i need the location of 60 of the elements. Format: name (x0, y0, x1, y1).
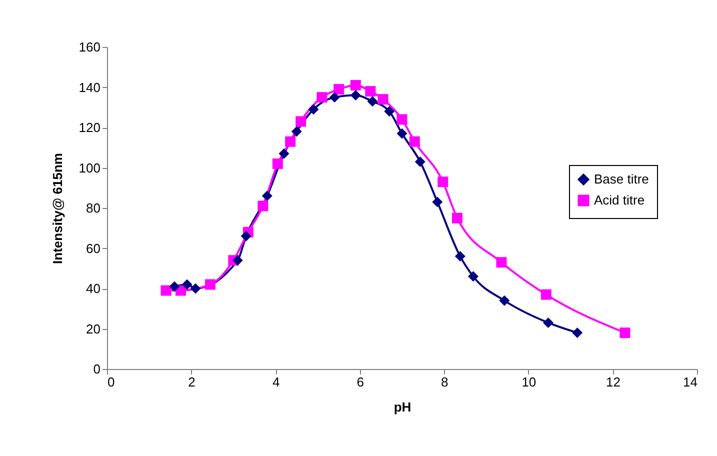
y-tick-label: 20 (86, 321, 100, 336)
x-tick-label: 0 (108, 374, 115, 390)
point (367, 96, 378, 107)
point (334, 84, 344, 95)
point (296, 116, 306, 127)
point (496, 257, 507, 268)
point (396, 128, 408, 139)
y-tick-label: 60 (86, 240, 100, 256)
point (316, 92, 328, 103)
point (240, 230, 252, 242)
point (285, 136, 296, 147)
point (350, 80, 361, 90)
point (291, 126, 302, 137)
point (262, 190, 272, 202)
point (308, 104, 319, 115)
y-tick-label: 120 (78, 120, 100, 135)
point (499, 295, 510, 306)
point (432, 196, 443, 208)
point (278, 148, 290, 159)
y-tick-label: 0 (93, 362, 100, 376)
point (468, 271, 478, 282)
x-tick-label: 2 (188, 374, 196, 390)
x-tick-label: 10 (522, 374, 536, 390)
point (542, 317, 554, 328)
point (378, 94, 388, 105)
legend-label: Base titre (594, 172, 649, 186)
point (454, 251, 466, 262)
x-tick-label: 4 (272, 374, 280, 390)
point (258, 200, 268, 212)
y-tick-label: 100 (78, 160, 100, 176)
point (572, 328, 583, 338)
point (205, 279, 216, 290)
point (452, 212, 462, 224)
point (384, 106, 395, 117)
legend-label: Acid titre (594, 192, 645, 208)
y-tick-label: 140 (78, 80, 100, 95)
x-tick-label: 8 (441, 374, 448, 390)
point (396, 114, 408, 125)
point (620, 328, 630, 338)
point (409, 136, 420, 147)
y-axis-title: Intensity@ 615nm (50, 153, 65, 264)
y-tick-label: 160 (78, 40, 100, 54)
point (540, 289, 552, 300)
point (350, 90, 361, 101)
point (438, 176, 448, 188)
point (365, 86, 376, 97)
point (272, 158, 283, 169)
x-tick-label: 12 (606, 374, 620, 390)
x-tick-label: 6 (356, 374, 364, 390)
point (190, 283, 201, 294)
point (414, 156, 426, 167)
point (329, 92, 340, 103)
x-axis-title: pH (394, 400, 412, 414)
y-tick-label: 40 (86, 281, 100, 296)
point (169, 281, 180, 292)
point (232, 255, 243, 266)
point (182, 279, 192, 290)
y-tick-label: 80 (86, 200, 100, 216)
x-tick-label: 14 (683, 374, 698, 390)
point (160, 285, 172, 296)
